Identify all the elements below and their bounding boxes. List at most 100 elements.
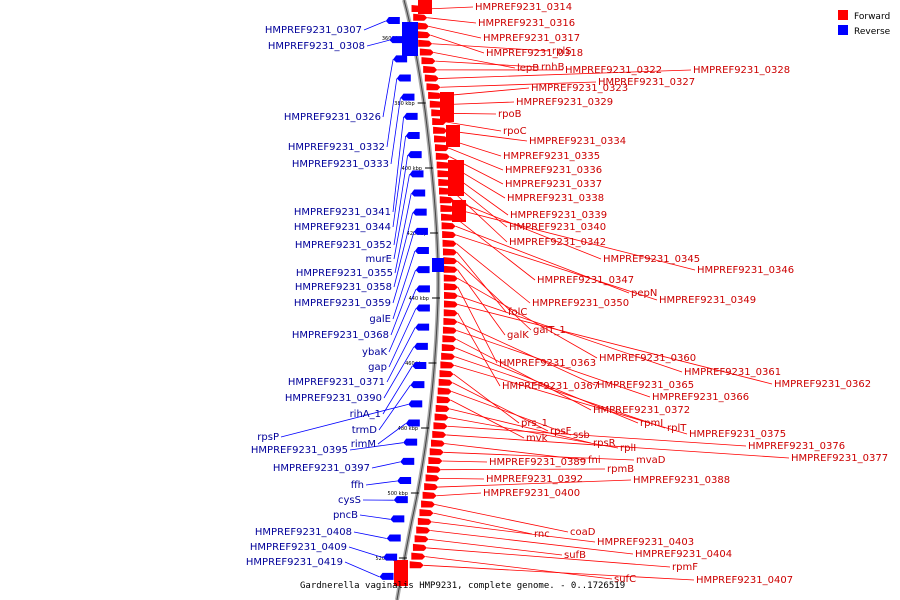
forward-gene-feature[interactable] — [437, 170, 452, 178]
reverse-gene-label[interactable]: HMPREF9231_0332 — [288, 142, 385, 153]
forward-gene-feature[interactable] — [413, 13, 428, 21]
reverse-gene-feature[interactable] — [414, 247, 429, 254]
forward-gene-label[interactable]: rplS — [552, 46, 572, 57]
forward-gene-label[interactable]: sufC — [614, 574, 636, 585]
forward-gene-feature[interactable] — [442, 326, 457, 334]
forward-gene-feature[interactable] — [414, 535, 429, 543]
reverse-gene-label[interactable]: pncB — [333, 510, 358, 521]
forward-gene-label[interactable]: rpmI — [640, 418, 663, 429]
forward-gene-feature[interactable] — [441, 213, 456, 221]
reverse-gene-feature[interactable] — [400, 457, 415, 465]
forward-gene-feature[interactable] — [443, 257, 458, 265]
reverse-gene-feature[interactable] — [415, 304, 430, 312]
forward-gene-feature[interactable] — [434, 413, 449, 421]
forward-gene-feature[interactable] — [431, 439, 446, 447]
reverse-gene-feature[interactable] — [415, 285, 430, 293]
forward-gene-label[interactable]: rnhB — [541, 62, 565, 73]
reverse-gene-feature[interactable] — [415, 323, 430, 331]
forward-gene-label[interactable]: HMPREF9231_0363 — [499, 358, 596, 369]
forward-gene-label[interactable]: rpsR — [593, 438, 616, 449]
forward-gene-label[interactable]: rpoB — [498, 109, 522, 120]
reverse-gene-label[interactable]: HMPREF9231_0333 — [292, 159, 389, 170]
reverse-gene-label[interactable]: galE — [369, 314, 391, 325]
forward-gene-block[interactable] — [446, 125, 460, 147]
reverse-gene-feature[interactable] — [400, 93, 415, 101]
reverse-gene-feature[interactable] — [409, 170, 424, 178]
forward-gene-label[interactable]: HMPREF9231_0360 — [599, 353, 696, 364]
forward-gene-feature[interactable] — [438, 378, 453, 386]
forward-gene-label[interactable]: HMPREF9231_0404 — [635, 549, 732, 560]
forward-gene-feature[interactable] — [440, 204, 455, 212]
forward-gene-label[interactable]: HMPREF9231_0342 — [509, 237, 606, 248]
forward-gene-label[interactable]: HMPREF9231_0350 — [532, 298, 629, 309]
forward-gene-feature[interactable] — [424, 483, 439, 491]
reverse-gene-feature[interactable] — [385, 17, 400, 24]
reverse-gene-feature[interactable] — [413, 342, 428, 350]
forward-gene-feature[interactable] — [443, 274, 458, 282]
forward-gene-label[interactable]: mvaD — [636, 455, 666, 466]
reverse-gene-feature[interactable] — [412, 362, 427, 369]
forward-gene-label[interactable]: HMPREF9231_0361 — [684, 367, 781, 378]
reverse-gene-feature[interactable] — [415, 266, 430, 274]
reverse-gene-block[interactable] — [402, 22, 418, 56]
forward-gene-label[interactable]: rpsF — [550, 426, 572, 437]
forward-gene-label[interactable]: galK — [507, 330, 529, 341]
forward-gene-feature[interactable] — [443, 265, 458, 273]
forward-gene-feature[interactable] — [433, 126, 448, 134]
forward-gene-feature[interactable] — [426, 465, 441, 473]
forward-gene-label[interactable]: ssb — [573, 430, 590, 441]
forward-gene-feature[interactable] — [443, 317, 458, 325]
forward-gene-label[interactable]: galT_1 — [533, 325, 566, 336]
forward-gene-label[interactable]: HMPREF9231_0318 — [486, 48, 583, 59]
forward-gene-feature[interactable] — [442, 239, 457, 247]
forward-gene-label[interactable]: HMPREF9231_0347 — [537, 275, 634, 286]
forward-gene-label[interactable]: coaD — [570, 527, 596, 538]
reverse-gene-label[interactable]: HMPREF9231_0358 — [295, 282, 392, 293]
reverse-gene-label[interactable]: rpsP — [257, 432, 279, 443]
reverse-gene-label[interactable]: rimM — [351, 439, 376, 450]
forward-gene-label[interactable]: HMPREF9231_0327 — [598, 77, 695, 88]
reverse-gene-label[interactable]: trmD — [352, 425, 378, 436]
forward-gene-label[interactable]: HMPREF9231_0328 — [693, 65, 790, 76]
reverse-gene-label[interactable]: HMPREF9231_0390 — [285, 393, 382, 404]
reverse-gene-label[interactable]: HMPREF9231_0359 — [294, 298, 391, 309]
forward-gene-block[interactable] — [394, 560, 408, 586]
forward-gene-feature[interactable] — [421, 57, 436, 65]
forward-gene-label[interactable]: HMPREF9231_0366 — [652, 392, 749, 403]
forward-gene-block[interactable] — [452, 200, 466, 222]
forward-gene-feature[interactable] — [428, 457, 443, 464]
forward-gene-feature[interactable] — [441, 222, 456, 230]
reverse-gene-label[interactable]: HMPREF9231_0371 — [288, 377, 385, 388]
forward-gene-label[interactable]: HMPREF9231_0336 — [505, 165, 602, 176]
reverse-gene-feature[interactable] — [405, 419, 420, 427]
forward-gene-feature[interactable] — [421, 500, 436, 508]
reverse-gene-feature[interactable] — [379, 572, 394, 580]
reverse-gene-label[interactable]: HMPREF9231_0419 — [246, 557, 343, 568]
forward-gene-feature[interactable] — [439, 196, 454, 204]
forward-gene-label[interactable]: rnc — [534, 529, 550, 540]
forward-gene-label[interactable]: HMPREF9231_0345 — [603, 254, 700, 265]
forward-gene-label[interactable]: HMPREF9231_0367 — [502, 381, 599, 392]
forward-gene-label[interactable]: HMPREF9231_0376 — [748, 441, 845, 452]
forward-gene-label[interactable]: HMPREF9231_0339 — [510, 210, 607, 221]
forward-gene-feature[interactable] — [409, 561, 424, 569]
forward-gene-feature[interactable] — [442, 231, 457, 238]
forward-gene-feature[interactable] — [418, 39, 433, 47]
reverse-gene-label[interactable]: HMPREF9231_0344 — [294, 222, 391, 233]
forward-gene-feature[interactable] — [443, 283, 458, 291]
forward-gene-label[interactable]: rplI — [620, 443, 636, 454]
forward-gene-label[interactable]: HMPREF9231_0403 — [597, 537, 694, 548]
reverse-gene-label[interactable]: HMPREF9231_0341 — [294, 207, 391, 218]
forward-gene-label[interactable]: HMPREF9231_0372 — [593, 405, 690, 416]
forward-gene-label[interactable]: rpmB — [607, 464, 634, 475]
forward-gene-label[interactable]: HMPREF9231_0362 — [774, 379, 871, 390]
reverse-gene-label[interactable]: HMPREF9231_0409 — [250, 542, 347, 553]
reverse-gene-feature[interactable] — [412, 208, 427, 216]
reverse-gene-label[interactable]: rihA_1 — [350, 409, 381, 420]
reverse-gene-feature[interactable] — [396, 74, 411, 82]
forward-gene-label[interactable]: HMPREF9231_0388 — [633, 475, 730, 486]
reverse-gene-feature[interactable] — [408, 400, 423, 408]
forward-gene-label[interactable]: HMPREF9231_0335 — [503, 151, 600, 162]
forward-gene-feature[interactable] — [439, 370, 454, 378]
forward-gene-label[interactable]: rpmF — [672, 562, 698, 573]
